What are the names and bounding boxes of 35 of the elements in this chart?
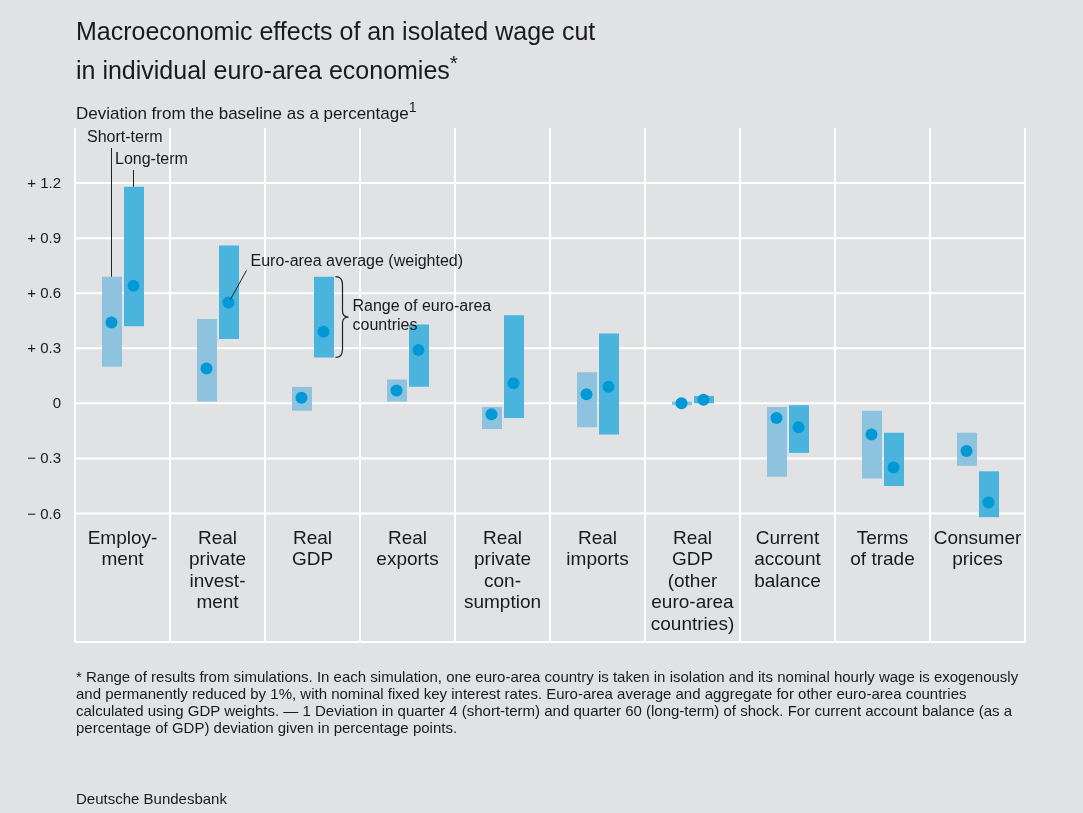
bar [219,245,239,340]
series-label: Long-term [115,150,188,167]
annotation: Euro-area average (weighted) [250,252,464,270]
bar [577,372,597,428]
y-tick-label: + 0.9 [27,229,61,247]
x-tick-label: Real exports [376,526,439,569]
text: Deutsche Bundesbank [76,790,227,807]
y-tick-label: 0 [52,394,61,412]
annotation: Range of euro-area countries [352,297,492,334]
x-tick-label: Current account balance [754,526,822,591]
bar [767,407,787,477]
x-tick-label: Real GDP (other euro-area countries) [650,526,735,634]
bar [197,318,217,402]
x-tick-label: Real private con- sumption [463,526,542,612]
x-tick-label: Real imports [566,526,629,569]
bar [504,315,524,419]
x-tick-label: Consumer prices [933,526,1022,569]
y-tick-label: + 0.3 [27,339,61,357]
y-tick-label: + 1.2 [27,174,61,192]
bar [862,410,882,479]
text: * Range of results from simulations. In each simulation, one euro-area country is taken in isolation and its nominal hourly wage is exogenously and permanently reduced by 1%, with nominal fixed key interest rates. Euro-area average and aggregate for other euro-area countries calculated using GDP weights. — 1 Deviation in quarter 4 (short-term) and quarter 60 (long-term) of shock. For current account balance (as a percentage of GDP) deviation given in percentage points. [76,668,1020,736]
bar [102,276,122,367]
y-tick-label: − 0.6 [27,504,61,522]
x-tick-label: Terms of trade [850,526,915,569]
y-tick-label: − 0.3 [27,449,61,467]
y-axis-title: Deviation from the baseline as a percentage$^{1}$ [76,99,417,124]
x-tick-label: Real GDP [291,526,334,569]
bar [124,186,144,327]
bar [599,333,619,435]
x-tick-label: Real private invest- ment [188,526,247,612]
text: Short-term [87,128,163,145]
chart-title: Macroeconomic effects of an isolated wage cut in individual euro-area economies$^{*}$ [76,16,596,87]
y-tick-label: + 0.6 [27,284,61,302]
bar [314,276,334,358]
x-tick-label: Employ- ment [87,526,158,569]
